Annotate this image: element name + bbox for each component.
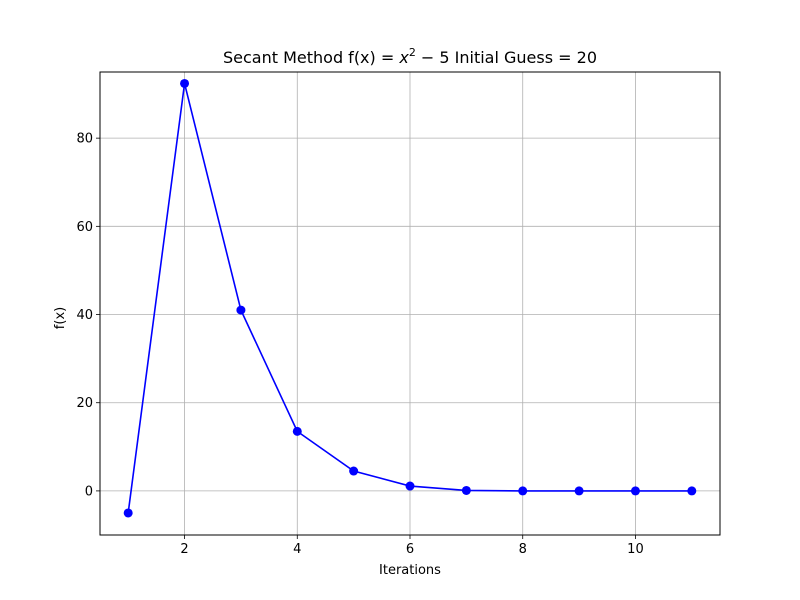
title-suffix: − 5 Initial Guess = 20 (416, 48, 597, 67)
data-point (461, 485, 471, 495)
y-tick-label: 80 (76, 132, 93, 147)
chart-title: Secant Method f(x) = x2 − 5 Initial Gues… (223, 46, 597, 67)
y-tick-label: 0 (85, 484, 93, 499)
grid-layer (100, 72, 720, 535)
data-point (123, 508, 133, 518)
x-tick-label: 8 (519, 542, 527, 557)
ticks-layer: 2 4 6 8 10 0 20 40 60 80 (76, 132, 643, 557)
data-point (405, 481, 415, 491)
data-point (180, 78, 190, 88)
x-tick-label: 2 (180, 542, 188, 557)
data-point (687, 486, 697, 496)
y-axis-label: f(x) (53, 307, 68, 329)
data-point (292, 426, 302, 436)
title-prefix: Secant Method f(x) = (223, 48, 399, 67)
data-point (349, 466, 359, 476)
y-tick-label: 20 (76, 396, 93, 411)
data-point (630, 486, 640, 496)
data-point (574, 486, 584, 496)
x-tick-label: 6 (406, 542, 414, 557)
y-tick-label: 40 (76, 308, 93, 323)
data-point (518, 486, 528, 496)
data-point (236, 305, 246, 315)
series-layer (123, 78, 697, 518)
x-tick-label: 4 (293, 542, 301, 557)
title-exp: 2 (409, 46, 416, 59)
x-tick-label: 10 (627, 542, 644, 557)
x-axis-label: Iterations (379, 563, 441, 578)
title-var: x (398, 48, 409, 67)
y-tick-label: 60 (76, 220, 93, 235)
